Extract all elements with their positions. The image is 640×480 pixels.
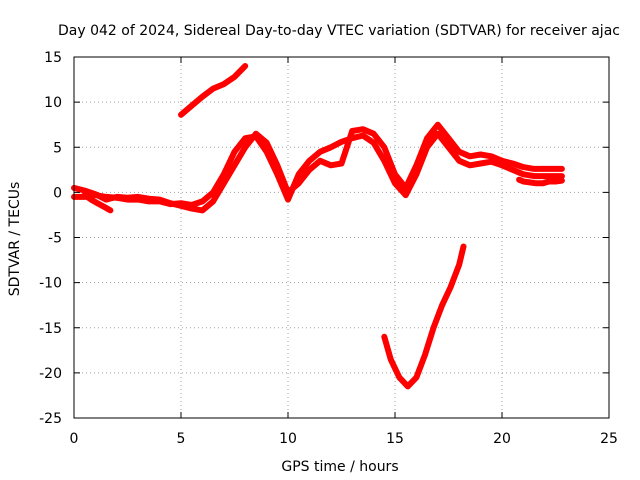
y-tick-label: -5 bbox=[48, 231, 62, 247]
y-tick-label: -10 bbox=[39, 276, 62, 292]
data-series bbox=[71, 63, 565, 390]
x-tick-label: 5 bbox=[177, 431, 186, 447]
axis-ticks: 0 5 10 15 20 25 15 10 5 0 -5 -10 -15 -20 -25 bbox=[39, 50, 618, 447]
x-tick-label: 10 bbox=[279, 431, 297, 447]
y-tick-label: 10 bbox=[44, 95, 62, 111]
y-axis-label: SDTVAR / TECUs bbox=[7, 182, 23, 297]
y-tick-label: 0 bbox=[53, 185, 62, 201]
x-tick-label: 15 bbox=[386, 431, 404, 447]
x-tick-label: 0 bbox=[70, 431, 79, 447]
series-arc-evening bbox=[516, 176, 565, 187]
chart-title: Day 042 of 2024, Sidereal Day-to-day VTE… bbox=[58, 23, 620, 39]
y-tick-label: -15 bbox=[39, 321, 62, 337]
x-tick-label: 20 bbox=[493, 431, 511, 447]
x-tick-label: 25 bbox=[600, 431, 618, 447]
y-tick-label: 15 bbox=[44, 50, 62, 66]
x-axis-label: GPS time / hours bbox=[281, 459, 398, 475]
series-arc-main-b bbox=[71, 121, 565, 214]
series-arc-early-dip bbox=[81, 192, 114, 214]
series-arc-high bbox=[178, 63, 249, 118]
y-tick-label: 5 bbox=[53, 140, 62, 156]
series-arc-low bbox=[381, 243, 467, 390]
y-tick-label: -25 bbox=[39, 411, 62, 427]
y-tick-label: -20 bbox=[39, 366, 62, 382]
grid bbox=[74, 57, 609, 418]
series-arc-main-a bbox=[71, 130, 565, 208]
